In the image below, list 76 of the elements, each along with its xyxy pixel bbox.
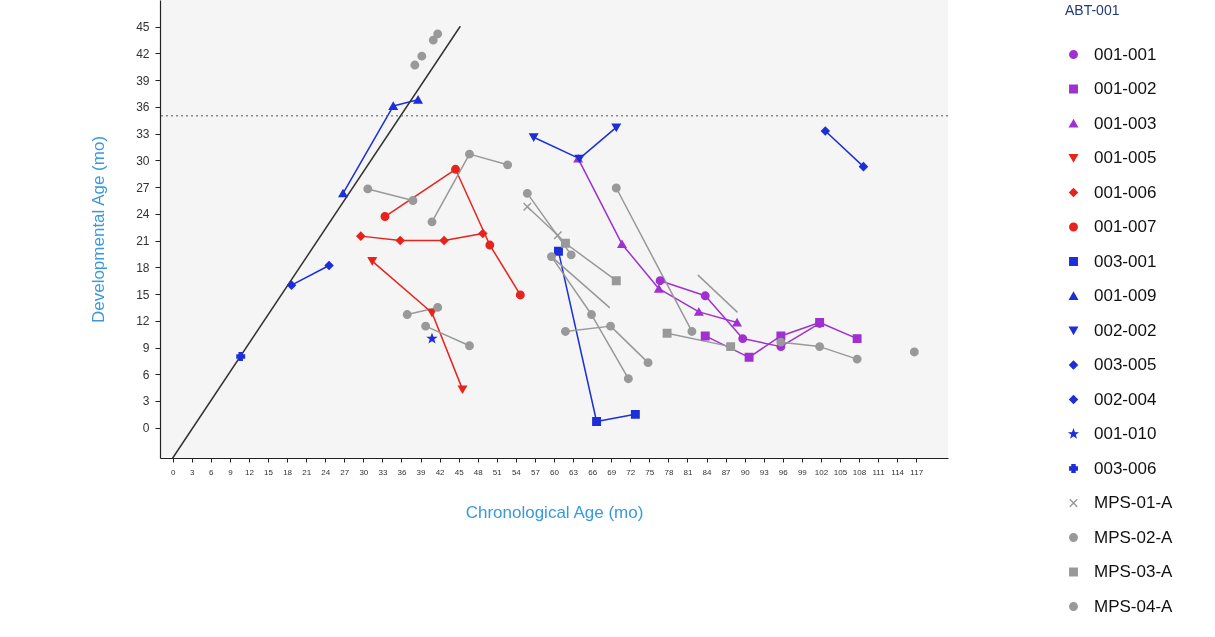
y-tick-label: 33 (136, 127, 150, 142)
legend-label: 003-001 (1094, 251, 1157, 271)
x-tick-label: 63 (569, 467, 579, 477)
x-tick-label: 72 (626, 467, 636, 477)
y-tick-label: 6 (142, 367, 150, 382)
legend-label: 001-005 (1094, 148, 1157, 167)
x-tick-label: 42 (435, 467, 446, 477)
x-tick-label: 0 (170, 467, 176, 477)
x-tick-label: 3 (190, 467, 196, 477)
x-tick-label: 102 (814, 467, 829, 477)
legend-label: MPS-03-A (1094, 562, 1174, 581)
y-tick-label: 0 (142, 421, 150, 436)
x-axis-title: Chronological Age (mo) (465, 502, 644, 522)
legend-label: 001-001 (1094, 44, 1157, 64)
y-tick-label: 27 (136, 180, 150, 195)
x-tick-label: 60 (550, 467, 560, 477)
legend-label: 002-002 (1094, 320, 1157, 340)
x-tick-label: 9 (228, 467, 234, 477)
x-tick-label: 81 (683, 467, 693, 477)
y-tick-label: 45 (136, 20, 150, 35)
x-tick-label: 51 (492, 467, 503, 477)
x-tick-label: 93 (759, 467, 770, 477)
x-tick-label: 96 (778, 467, 789, 477)
legend-label: 001-009 (1094, 286, 1157, 305)
x-tick-label: 21 (302, 467, 312, 477)
y-tick-label: 15 (136, 287, 150, 302)
y-tick-label: 42 (136, 46, 150, 61)
legend-label: 003-005 (1094, 355, 1157, 374)
x-tick-label: 108 (852, 467, 867, 477)
x-tick-label: 15 (264, 467, 274, 477)
legend-label: 001-010 (1094, 424, 1157, 443)
y-tick-label: 9 (142, 341, 150, 356)
x-tick-label: 45 (454, 467, 465, 477)
x-tick-label: 24 (321, 467, 331, 477)
x-tick-label: 105 (833, 467, 848, 477)
y-tick-label: 12 (136, 314, 150, 329)
x-tick-label: 117 (910, 467, 924, 477)
legend-label: MPS-04-A (1094, 596, 1174, 616)
x-tick-label: 66 (588, 467, 598, 477)
legend-label: 001-007 (1094, 217, 1157, 236)
legend-label: MPS-01-A (1094, 493, 1174, 512)
legend-label: 002-004 (1094, 389, 1157, 409)
x-tick-label: 78 (664, 467, 674, 477)
y-tick-label: 3 (142, 394, 150, 409)
x-tick-label: 39 (416, 467, 427, 477)
x-tick-label: 111 (872, 467, 886, 477)
y-tick-label: 24 (136, 207, 150, 222)
legend-title: ABT-001 (1065, 2, 1120, 18)
x-tick-label: 36 (397, 467, 407, 477)
legend-label: 003-006 (1094, 458, 1157, 478)
legend-label: 001-002 (1094, 79, 1157, 98)
x-tick-label: 69 (607, 467, 617, 477)
y-tick-label: 21 (136, 234, 150, 249)
legend-label: 001-006 (1094, 182, 1157, 202)
x-tick-label: 6 (209, 467, 215, 477)
y-tick-label: 18 (136, 260, 150, 275)
x-tick-label: 84 (702, 467, 713, 477)
y-tick-label: 36 (136, 100, 150, 115)
x-tick-label: 54 (511, 467, 522, 477)
x-tick-label: 90 (740, 467, 751, 477)
x-tick-label: 114 (891, 467, 905, 477)
x-tick-label: 57 (530, 467, 541, 477)
x-tick-label: 75 (645, 467, 655, 477)
x-tick-label: 87 (721, 467, 732, 477)
x-tick-label: 33 (378, 467, 388, 477)
x-tick-label: 99 (797, 467, 808, 477)
y-tick-label: 39 (136, 73, 150, 88)
x-tick-label: 48 (473, 467, 484, 477)
x-tick-label: 30 (359, 467, 369, 477)
y-axis-title: Developmental Age (mo) (89, 135, 109, 324)
legend-label: MPS-02-A (1094, 527, 1174, 547)
x-tick-label: 12 (245, 467, 255, 477)
x-tick-label: 18 (283, 467, 293, 477)
y-tick-label: 30 (136, 153, 150, 168)
legend-label: 001-003 (1094, 113, 1157, 133)
x-tick-label: 27 (340, 467, 350, 477)
